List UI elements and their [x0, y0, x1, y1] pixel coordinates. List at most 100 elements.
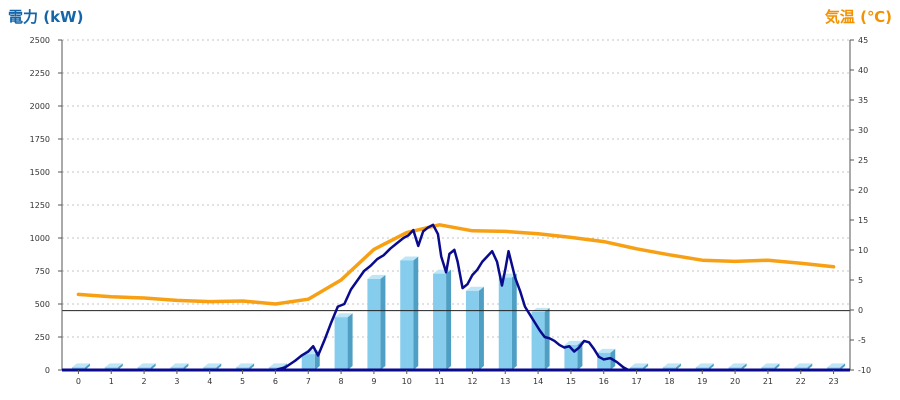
- bar-front: [465, 290, 479, 370]
- grid: [62, 39, 850, 338]
- y-right-tick-label: 0: [858, 306, 863, 315]
- y-left-tick-label: 2000: [30, 102, 50, 111]
- x-tick-label: 16: [599, 377, 609, 386]
- x-tick-label: 2: [142, 377, 147, 386]
- y-right-tick-label: 10: [858, 246, 868, 255]
- bar-front: [334, 317, 348, 370]
- bar-front: [498, 277, 512, 370]
- bar-side: [117, 363, 123, 370]
- bar-top: [400, 256, 419, 261]
- y-left-tick-label: 1250: [30, 201, 50, 210]
- y-right-tick-label: 35: [858, 96, 868, 105]
- bar-side: [741, 363, 747, 370]
- bar: [400, 256, 419, 370]
- x-tick-label: 17: [631, 377, 641, 386]
- x-tick-label: 22: [796, 377, 806, 386]
- x-tick-label: 3: [174, 377, 179, 386]
- bar-top: [597, 348, 616, 353]
- bar-top: [465, 286, 484, 291]
- x-tick-label: 11: [434, 377, 444, 386]
- bar-top: [728, 363, 747, 368]
- bar-side: [183, 363, 189, 370]
- y-right-tick-label: 30: [858, 126, 868, 135]
- bar-series: [71, 256, 846, 370]
- bar-front: [400, 260, 414, 370]
- temperature-line: [76, 223, 836, 306]
- bar: [367, 274, 386, 370]
- y-axis-right-title: 気温 (℃): [825, 8, 892, 26]
- x-tick-label: 7: [306, 377, 311, 386]
- bar: [465, 286, 484, 370]
- y-left-tick-label: 2250: [30, 69, 50, 78]
- x-tick-label: 5: [240, 377, 245, 386]
- y-left-tick-label: 250: [35, 333, 50, 342]
- x-tick-label: 10: [402, 377, 412, 386]
- x-tick-label: 20: [730, 377, 740, 386]
- bar-side: [347, 313, 353, 370]
- axes: 02505007501000125015001750200022502500-1…: [30, 36, 871, 386]
- bar-top: [71, 363, 90, 368]
- bar-top: [564, 340, 583, 345]
- bar-top: [761, 363, 780, 368]
- y-right-tick-label: 5: [858, 276, 863, 285]
- bar-side: [643, 363, 649, 370]
- x-tick-label: 19: [697, 377, 707, 386]
- bar-side: [511, 273, 517, 370]
- power-line: [274, 223, 630, 372]
- x-tick-label: 4: [207, 377, 212, 386]
- x-tick-label: 0: [76, 377, 81, 386]
- y-left-tick-label: 500: [35, 300, 50, 309]
- y-right-tick-label: 25: [858, 156, 868, 165]
- x-tick-label: 1: [109, 377, 114, 386]
- x-tick-label: 23: [828, 377, 838, 386]
- y-left-tick-label: 1500: [30, 168, 50, 177]
- bar-side: [150, 363, 156, 370]
- bar: [433, 269, 452, 370]
- bar-top: [367, 274, 386, 279]
- y-right-tick-label: 40: [858, 66, 868, 75]
- bar-side: [216, 363, 222, 370]
- y-left-tick-label: 750: [35, 267, 50, 276]
- bar-top: [334, 313, 353, 318]
- x-tick-label: 9: [371, 377, 376, 386]
- y-left-tick-label: 1000: [30, 234, 50, 243]
- bar-top: [268, 363, 287, 368]
- bar-side: [380, 274, 386, 370]
- bar-front: [367, 278, 381, 370]
- bar-side: [675, 363, 681, 370]
- bar-top: [662, 363, 681, 368]
- y-axis-left-title: 電力 (kW): [8, 8, 83, 26]
- x-tick-label: 18: [664, 377, 674, 386]
- bar-side: [446, 269, 452, 370]
- x-tick-label: 13: [500, 377, 510, 386]
- x-tick-label: 12: [467, 377, 477, 386]
- bar-top: [794, 363, 813, 368]
- bar-top: [695, 363, 714, 368]
- bar-side: [840, 363, 846, 370]
- bar: [498, 273, 517, 370]
- x-tick-label: 15: [566, 377, 576, 386]
- y-right-tick-label: -5: [858, 336, 866, 345]
- bar-top: [203, 363, 222, 368]
- bar-top: [827, 363, 846, 368]
- x-tick-label: 8: [339, 377, 344, 386]
- y-left-tick-label: 1750: [30, 135, 50, 144]
- bar-top: [170, 363, 189, 368]
- bar-side: [807, 363, 813, 370]
- x-tick-label: 14: [533, 377, 543, 386]
- bar-side: [478, 286, 484, 370]
- bar-front: [301, 354, 315, 370]
- y-right-tick-label: 20: [858, 186, 868, 195]
- line-series: [62, 223, 850, 372]
- y-right-tick-label: -10: [858, 366, 871, 375]
- bar: [334, 313, 353, 370]
- y-left-tick-label: 2500: [30, 36, 50, 45]
- bar-side: [708, 363, 714, 370]
- bar-front: [531, 311, 545, 370]
- bar-side: [413, 256, 419, 370]
- bar-top: [104, 363, 123, 368]
- y-left-tick-label: 0: [45, 366, 50, 375]
- x-tick-label: 6: [273, 377, 278, 386]
